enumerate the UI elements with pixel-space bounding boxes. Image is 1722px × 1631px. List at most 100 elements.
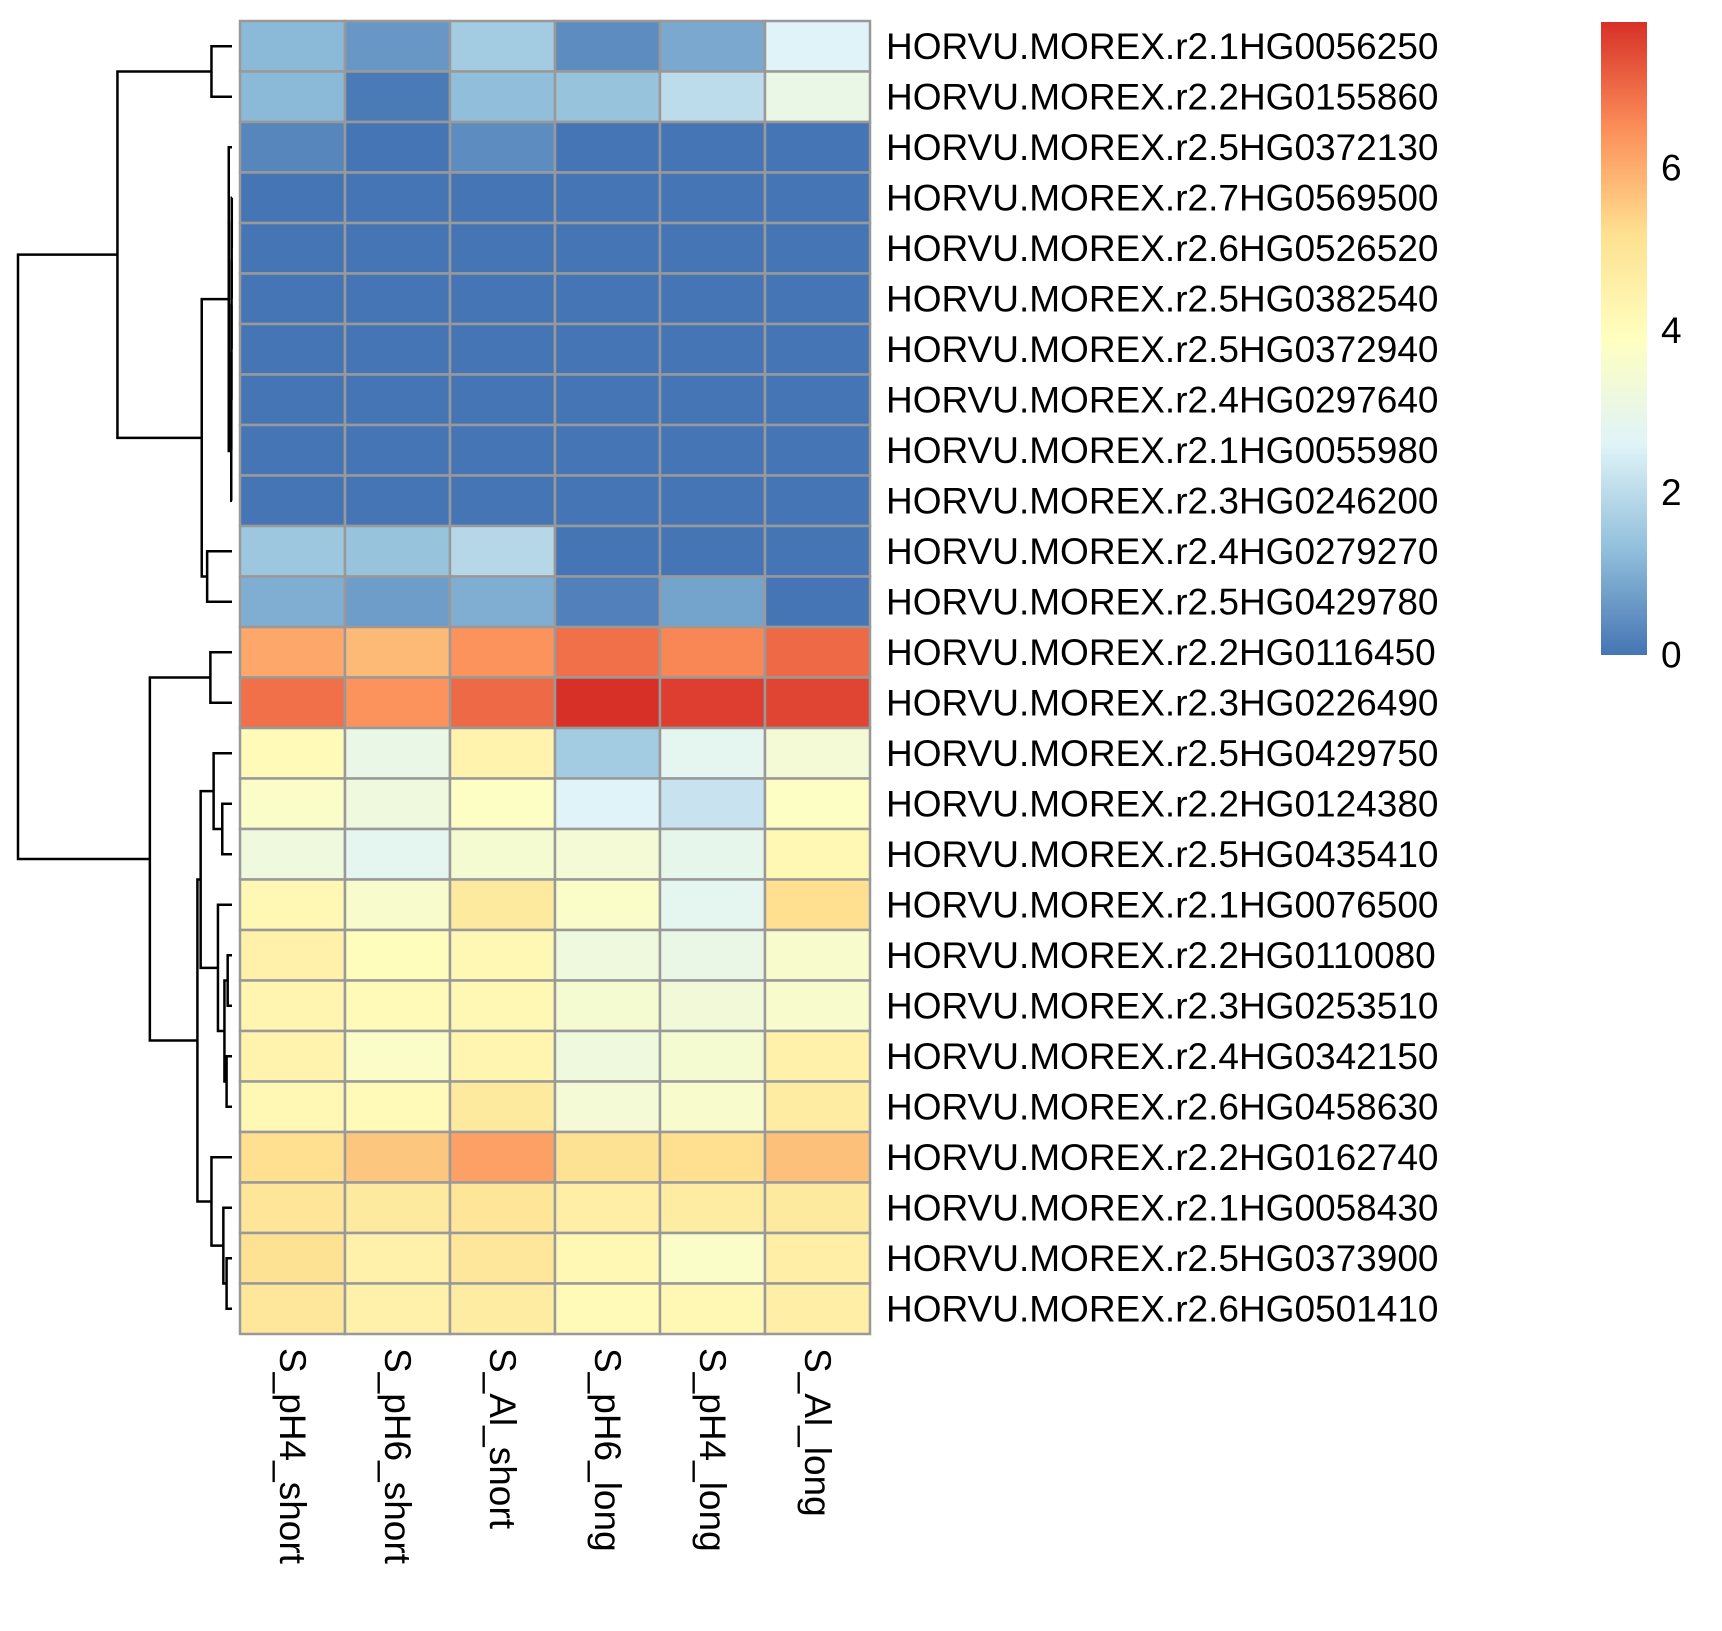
row-labels: HORVU.MOREX.r2.1HG0056250 HORVU.MOREX.r2.… (886, 26, 1439, 1330)
heatmap-cell (448, 1080, 557, 1134)
heatmap-cell (658, 1029, 767, 1083)
row-label: HORVU.MOREX.r2.5HG0435410 (886, 834, 1439, 875)
heatmap-cell (238, 777, 347, 831)
column-label: S_Al_short (482, 1348, 523, 1530)
heatmap-cell (448, 625, 557, 679)
heatmap-cell (553, 1181, 662, 1235)
heatmap-cell (658, 1231, 767, 1285)
heatmap-cell (763, 726, 872, 780)
heatmap-cell (763, 575, 872, 629)
heatmap-cell (448, 272, 557, 326)
heatmap-cell (238, 120, 347, 174)
heatmap-cell (658, 322, 767, 376)
heatmap-cell (658, 777, 767, 831)
heatmap-cell (238, 373, 347, 427)
dendrogram-branch (225, 1257, 232, 1310)
heatmap-cell (658, 423, 767, 477)
row-label: HORVU.MOREX.r2.1HG0055980 (886, 430, 1439, 471)
heatmap-cell (553, 1029, 662, 1083)
row-label: HORVU.MOREX.r2.1HG0056250 (886, 26, 1439, 67)
heatmap-cell (448, 1231, 557, 1285)
row-label: HORVU.MOREX.r2.5HG0373900 (886, 1238, 1439, 1279)
heatmap-cell (343, 474, 452, 528)
heatmap-cell (238, 676, 347, 730)
heatmap-cell (553, 878, 662, 932)
column-label: S_pH6_long (587, 1348, 628, 1552)
dendrogram-branch (225, 1055, 232, 1108)
heatmap-cell (343, 575, 452, 629)
heatmap-cell (553, 524, 662, 578)
heatmap-cell (448, 19, 557, 73)
row-label: HORVU.MOREX.r2.1HG0076500 (886, 884, 1439, 925)
heatmap-cell (343, 1282, 452, 1336)
heatmap-cell (763, 120, 872, 174)
heatmap-cell (763, 1029, 872, 1083)
heatmap-cell (763, 625, 872, 679)
row-label: HORVU.MOREX.r2.2HG0110080 (886, 935, 1436, 976)
dendrogram-branch (116, 70, 212, 440)
row-label: HORVU.MOREX.r2.2HG0162740 (886, 1137, 1439, 1178)
row-label: HORVU.MOREX.r2.5HG0382540 (886, 278, 1439, 319)
heatmap-cell (238, 1282, 347, 1336)
row-label: HORVU.MOREX.r2.7HG0569500 (886, 177, 1439, 218)
heatmap-cell (763, 474, 872, 528)
heatmap-cell (448, 1130, 557, 1184)
heatmap-cell (553, 373, 662, 427)
heatmap-cell (763, 221, 872, 275)
heatmap-cell (448, 524, 557, 578)
row-label: HORVU.MOREX.r2.6HG0526520 (886, 228, 1439, 269)
heatmap-cell (448, 322, 557, 376)
row-label: HORVU.MOREX.r2.6HG0458630 (886, 1086, 1439, 1127)
row-label: HORVU.MOREX.r2.3HG0253510 (886, 985, 1439, 1026)
heatmap-cell (238, 171, 347, 225)
heatmap-cell (343, 726, 452, 780)
heatmap-cell (658, 726, 767, 780)
heatmap-cell (763, 878, 872, 932)
heatmap-cell (658, 1080, 767, 1134)
heatmap-cell (658, 1130, 767, 1184)
heatmap-cell (238, 1029, 347, 1083)
heatmap-cell (343, 878, 452, 932)
heatmap-cell (238, 272, 347, 326)
heatmap-cell (448, 928, 557, 982)
dendrogram-branch (227, 146, 232, 453)
heatmap-cell (343, 423, 452, 477)
heatmap-cell (238, 928, 347, 982)
heatmap-cell (658, 575, 767, 629)
dendrogram-branch (222, 1206, 232, 1285)
heatmap-cell (448, 575, 557, 629)
heatmap-cell (658, 676, 767, 730)
dendrogram-branch (210, 1156, 232, 1247)
dendrogram-branch (229, 400, 233, 502)
heatmap-cell (763, 979, 872, 1033)
heatmap-cell (448, 726, 557, 780)
heatmap-cell (553, 979, 662, 1033)
heatmap-cell (343, 1080, 452, 1134)
heatmap-cell (238, 524, 347, 578)
dendrogram-branch (221, 802, 232, 856)
heatmap-cell (448, 777, 557, 831)
heatmap-cell (763, 322, 872, 376)
heatmap-cell (658, 120, 767, 174)
heatmap-cell (238, 878, 347, 932)
heatmap-cell (763, 524, 872, 578)
heatmap-cell (553, 726, 662, 780)
heatmap-cell (448, 676, 557, 730)
heatmap-cell (343, 1231, 452, 1285)
heatmap-cell (448, 221, 557, 275)
heatmap-cell (448, 1282, 557, 1336)
heatmap-cell (238, 979, 347, 1033)
heatmap-cell (343, 777, 452, 831)
column-label: S_pH6_short (377, 1348, 418, 1565)
heatmap-cell (343, 19, 452, 73)
heatmap-cell (343, 524, 452, 578)
heatmap-cell (658, 524, 767, 578)
heatmap-cell (238, 474, 347, 528)
heatmap-cell (553, 827, 662, 881)
heatmap-cell (658, 474, 767, 528)
dendrogram-branch (210, 45, 232, 98)
heatmap-cell (448, 474, 557, 528)
heatmap-cell (763, 171, 872, 225)
heatmap-cell (553, 1130, 662, 1184)
